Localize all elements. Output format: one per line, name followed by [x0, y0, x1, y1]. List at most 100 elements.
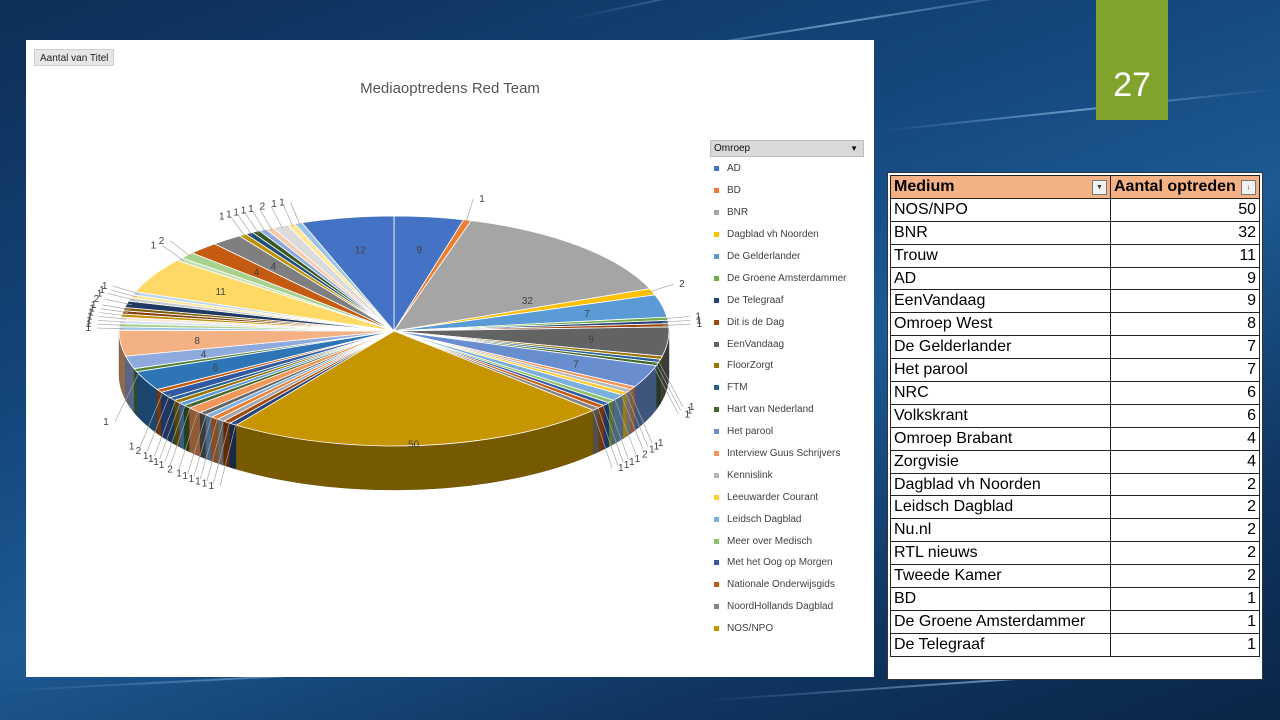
data-label: 1 [86, 319, 92, 330]
data-label: 1 [658, 438, 664, 449]
cell-medium: Dagblad vh Noorden [890, 472, 1111, 497]
table-row: AD 9 [890, 266, 1260, 291]
legend-filter-dropdown[interactable]: Omroep ▼ [710, 140, 864, 157]
legend-item: NoordHollands Dagblad [714, 596, 874, 618]
cell-count: 9 [1110, 289, 1260, 314]
leader-line [97, 327, 125, 329]
data-label: 1 [233, 208, 239, 219]
cell-count: 11 [1110, 243, 1260, 268]
legend-item: Interview Guus Schrijvers [714, 443, 874, 465]
pie-slice-side [658, 358, 661, 408]
legend-swatch [714, 516, 719, 522]
legend-item: Meer over Medisch [714, 530, 874, 552]
legend-swatch [714, 319, 719, 325]
leader-line [237, 214, 253, 236]
leader-line [193, 414, 213, 477]
cell-medium: BD [890, 587, 1111, 611]
cell-count: 2 [1110, 472, 1260, 497]
leader-line [219, 422, 237, 487]
dropdown-arrow-icon: ▼ [850, 144, 858, 153]
column-header-count[interactable]: Aantal optreden ↓ [1110, 175, 1260, 199]
data-label: 8 [194, 336, 200, 347]
leader-line [105, 298, 132, 306]
pivot-field-button[interactable]: Aantal van Titel [34, 49, 114, 66]
cell-medium: AD [890, 266, 1111, 291]
data-label: 4 [201, 350, 207, 361]
data-label: 6 [213, 363, 219, 374]
cell-count: 1 [1110, 632, 1260, 657]
leader-line [465, 198, 474, 223]
data-label: 9 [588, 335, 594, 346]
cell-medium: EenVandaag [890, 289, 1111, 314]
legend-swatch [714, 341, 719, 347]
legend-swatch [714, 494, 719, 500]
leader-line [108, 293, 135, 301]
leader-line [244, 212, 259, 234]
table-row: EenVandaag 9 [890, 289, 1260, 314]
cell-count: 1 [1110, 609, 1260, 634]
cell-count: 50 [1110, 197, 1260, 222]
slide-number: 27 [1113, 66, 1151, 104]
leader-line [663, 323, 691, 326]
column-header-medium[interactable]: Medium ▼ [890, 175, 1111, 199]
table-row: Tweede Kamer 2 [890, 564, 1260, 589]
cell-medium: De Groene Amsterdammer [890, 609, 1111, 634]
cell-medium: BNR [890, 220, 1111, 245]
legend-swatch [714, 472, 719, 478]
cell-medium: NOS/NPO [890, 197, 1111, 222]
cell-medium: NRC [890, 381, 1111, 405]
legend-item: De Groene Amsterdammer [714, 267, 874, 289]
table-row: Leidsch Dagblad 2 [890, 495, 1260, 520]
data-label: 1 [279, 198, 285, 209]
pie-slice [301, 215, 395, 333]
cell-medium: Volkskrant [890, 403, 1111, 428]
data-label: 1 [687, 406, 693, 417]
legend-item: FloorZorgt [714, 355, 874, 377]
legend-label: Dit is de Dag [727, 316, 785, 328]
legend-label: FloorZorgt [727, 360, 774, 372]
data-label: 1 [189, 474, 195, 485]
leader-line [653, 360, 682, 411]
data-label: 1 [624, 460, 630, 471]
data-label: 1 [103, 417, 109, 428]
data-label: 1 [271, 199, 277, 210]
legend-item: De Gelderlander [714, 246, 874, 268]
legend-label: BD [727, 185, 741, 197]
sort-descending-icon[interactable]: ↓ [1241, 180, 1256, 195]
legend-swatch [714, 385, 719, 391]
data-label: 1 [143, 451, 149, 462]
cell-medium: Leidsch Dagblad [890, 495, 1111, 520]
legend-label: NOS/NPO [727, 623, 774, 635]
legend-label: FTM [727, 382, 748, 394]
table-row: NOS/NPO 50 [890, 197, 1260, 222]
pie-slice-side [156, 389, 162, 437]
data-label: 1 [634, 454, 640, 465]
pie-slice-side [205, 414, 212, 462]
legend-label: BNR [727, 207, 749, 219]
leader-line [113, 285, 140, 295]
legend-swatch [714, 363, 719, 369]
legend-swatch [714, 429, 719, 435]
leader-line [170, 240, 192, 258]
data-label: 1 [89, 304, 95, 315]
legend-label: De Gelderlander [727, 251, 801, 262]
leader-line [290, 202, 301, 226]
legend-label: Met het Oog op Morgen [727, 557, 833, 569]
background-streak [559, 0, 1069, 22]
pie-slice-side [229, 422, 237, 470]
leader-line [282, 203, 294, 227]
legend-swatch [714, 604, 719, 610]
legend-label: Leidsch Dagblad [727, 513, 802, 525]
pie-slice-side [626, 389, 632, 437]
filter-dropdown-icon[interactable]: ▼ [1092, 180, 1107, 195]
data-label: 2 [679, 279, 685, 290]
data-label: 1 [697, 319, 703, 330]
cell-medium: Zorgvisie [890, 449, 1111, 474]
legend-item: Kennislink [714, 464, 874, 486]
legend-item: Met het Oog op Morgen [714, 552, 874, 574]
leader-line [146, 393, 171, 452]
table-row: Dagblad vh Noorden 2 [890, 472, 1260, 497]
data-label: 2 [642, 449, 648, 460]
leader-line [169, 405, 192, 466]
legend-item: Dagblad vh Noorden [714, 224, 874, 246]
